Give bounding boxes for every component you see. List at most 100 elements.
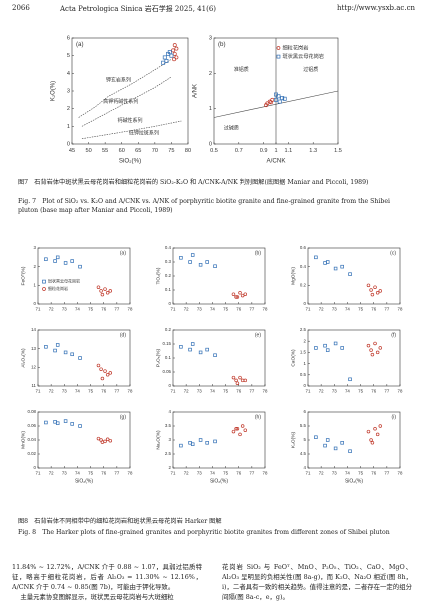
x-tick-label: 1 [274, 148, 277, 154]
data-point [373, 341, 377, 346]
data-point [238, 375, 242, 380]
y-tick-label: 2 [34, 264, 37, 269]
x-tick-label: 78 [128, 471, 133, 476]
x-tick-label: 75 [358, 307, 363, 312]
x-tick-label: 72 [319, 307, 324, 312]
x-tick-label: 74 [75, 307, 80, 312]
plot-frame [37, 247, 131, 305]
data-point [243, 428, 248, 432]
x-tick-label: 1.5 [334, 148, 342, 154]
y-tick-label: 13 [31, 346, 36, 351]
y-tick-label: 4.5 [300, 451, 307, 456]
x-tick-label: 76 [101, 471, 106, 476]
x-tick-label: 74 [75, 389, 80, 394]
x-tick-label: 77 [249, 389, 254, 394]
x-tick-label: 73 [332, 471, 337, 476]
data-point [190, 442, 195, 446]
y-axis-label: CaO(%) [290, 349, 296, 367]
y-tick-label: 5 [67, 53, 70, 59]
data-point [231, 292, 236, 296]
plot-frame [37, 329, 131, 387]
data-point [375, 291, 380, 295]
journal-name: Acta Petrologica Sinica 岩石学报 2025, 41(6) [60, 5, 217, 13]
y-tick-label: 3 [34, 245, 37, 250]
data-point [44, 345, 48, 349]
annotation: 过碱质 [224, 124, 239, 131]
figure-caption: Fig. 7 Plot of SiO₂ vs. K₂O and A/CNK vs… [18, 198, 390, 214]
y-axis-label: TiO₂(%) [155, 267, 161, 284]
data-point [100, 376, 105, 381]
y-tick-label: 0.15 [162, 341, 171, 346]
x-tick-label: 76 [101, 389, 106, 394]
y-tick-label: 0.1 [165, 287, 172, 292]
y-tick-label: 1 [209, 106, 212, 112]
y-tick-label: 0.05 [162, 369, 171, 374]
x-tick-label: 0.7 [235, 148, 243, 154]
body-column: 花岗岩 SiO₂ 与 FeOᵀ、MnO、P₂O₅、TiO₂、CaO、MgO、Al… [222, 562, 412, 602]
panel-label: (c) [390, 251, 396, 257]
panel-label: (i) [392, 415, 397, 421]
data-point [103, 287, 107, 291]
y-axis-label: FeOᵀ(%) [20, 266, 26, 285]
y-tick-label: 3 [67, 88, 70, 94]
data-point [314, 255, 318, 260]
paragraph: 花岗岩 SiO₂ 与 FeOᵀ、MnO、P₂O₅、TiO₂、CaO、MgO、Al… [222, 563, 412, 601]
data-point [238, 291, 242, 295]
y-tick-label: 0.06 [27, 423, 36, 428]
y-tick-label: 0 [304, 301, 307, 306]
y-tick-label: 0.2 [165, 327, 172, 332]
x-tick-label: 0.5 [210, 148, 218, 154]
data-point [100, 292, 105, 297]
x-tick-label: 76 [371, 389, 376, 394]
data-point [108, 289, 113, 293]
x-tick-label: 71 [306, 307, 311, 312]
x-tick-label: 73 [62, 471, 67, 476]
x-tick-label: 76 [236, 307, 241, 312]
data-point [235, 381, 240, 385]
plot-frame [307, 247, 401, 305]
plot-frame [172, 329, 266, 387]
data-point [164, 59, 169, 63]
data-point [378, 346, 383, 350]
data-point [103, 369, 107, 373]
x-tick-label: 75 [223, 471, 228, 476]
x-tick-label: 78 [263, 471, 268, 476]
data-point [314, 346, 318, 350]
x-tick-label: 74 [345, 389, 350, 394]
panel-label: (d) [120, 333, 126, 339]
data-point [162, 55, 167, 60]
x-tick-label: 76 [236, 471, 241, 476]
data-point [370, 441, 375, 445]
y-axis-label: A/NK [193, 84, 199, 98]
x-tick-label: 78 [128, 389, 133, 394]
legend-label: 细粒花岗岩 [282, 43, 308, 51]
y-tick-label: 1.5 [300, 350, 307, 355]
data-point [370, 352, 375, 357]
data-point [96, 436, 101, 441]
data-point [370, 292, 375, 297]
data-point [366, 283, 371, 288]
panel-label: (b) [255, 251, 261, 257]
data-point [213, 353, 217, 357]
panel-label: (h) [255, 415, 261, 421]
data-point [323, 443, 327, 448]
data-point [188, 260, 192, 264]
x-tick-label: 74 [345, 307, 350, 312]
y-tick-label: 0.04 [27, 437, 36, 442]
x-tick-label: 1.1 [285, 148, 293, 154]
data-point [172, 43, 177, 48]
x-tick-label: 72 [184, 471, 189, 476]
plot-frame [172, 411, 266, 469]
data-point [179, 256, 183, 260]
panel-label: (f) [391, 333, 396, 339]
data-point [369, 288, 373, 292]
x-tick-label: 45 [69, 148, 75, 154]
data-point [276, 94, 281, 99]
data-point [190, 342, 195, 346]
data-point [333, 266, 338, 271]
panel-label: (g) [120, 415, 126, 421]
y-tick-label: 0.2 [165, 273, 172, 278]
legend-marker [42, 287, 46, 291]
boundary-line [81, 120, 182, 139]
legend-marker [42, 279, 46, 284]
